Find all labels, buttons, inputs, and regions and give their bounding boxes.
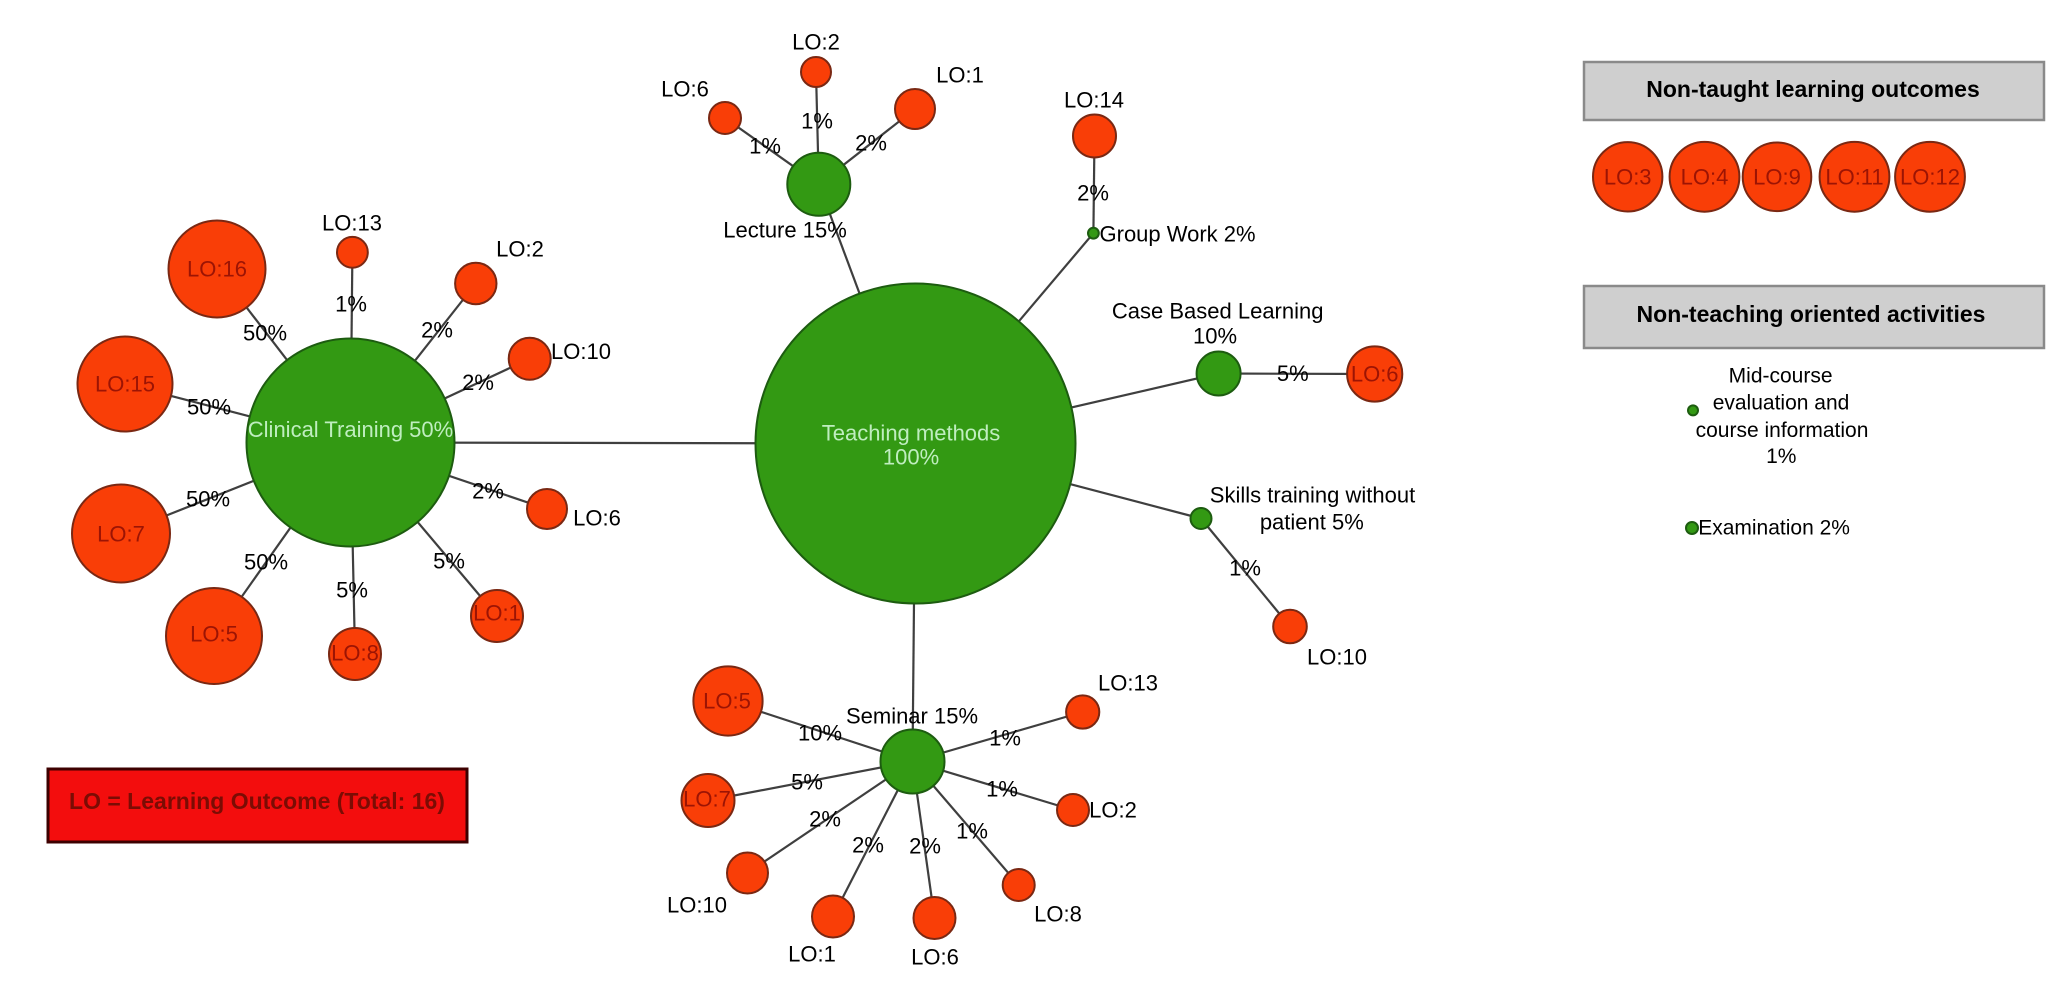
svg-text:Non-taught learning outcomes: Non-taught learning outcomes (1646, 76, 1980, 102)
svg-text:1%: 1% (749, 134, 781, 159)
svg-text:LO:6: LO:6 (573, 506, 621, 531)
svg-text:50%: 50% (243, 321, 287, 346)
svg-text:2%: 2% (852, 833, 884, 858)
svg-text:LO:16: LO:16 (187, 257, 247, 282)
svg-text:LO:4: LO:4 (1681, 164, 1729, 189)
svg-text:10%: 10% (1193, 324, 1237, 349)
svg-text:LO:2: LO:2 (1089, 798, 1137, 823)
svg-text:LO:10: LO:10 (667, 893, 727, 918)
svg-text:Non-teaching oriented activiti: Non-teaching oriented activities (1637, 301, 1986, 327)
svg-text:LO:1: LO:1 (788, 942, 836, 967)
svg-text:50%: 50% (187, 395, 231, 420)
svg-text:LO:5: LO:5 (190, 622, 238, 647)
svg-text:Examination 2%: Examination 2% (1698, 517, 1850, 540)
svg-text:LO:15: LO:15 (95, 372, 155, 397)
svg-text:LO:14: LO:14 (1064, 88, 1124, 113)
svg-text:Case Based Learning: Case Based Learning (1112, 299, 1324, 324)
svg-text:LO:1: LO:1 (936, 63, 984, 88)
svg-text:2%: 2% (855, 131, 887, 156)
svg-text:Teaching methods: Teaching methods (822, 421, 1001, 446)
svg-text:LO:2: LO:2 (792, 30, 840, 55)
svg-text:Group Work 2%: Group Work 2% (1100, 221, 1256, 246)
svg-text:LO:13: LO:13 (322, 211, 382, 236)
svg-text:LO:3: LO:3 (1604, 164, 1652, 189)
svg-text:LO:13: LO:13 (1098, 671, 1158, 696)
svg-text:LO:6: LO:6 (1351, 362, 1399, 387)
svg-text:LO:2: LO:2 (496, 237, 544, 262)
svg-text:LO:12: LO:12 (1900, 164, 1960, 189)
svg-text:2%: 2% (472, 479, 504, 504)
svg-text:5%: 5% (791, 770, 823, 795)
svg-text:50%: 50% (186, 487, 230, 512)
svg-text:evaluation and: evaluation and (1713, 392, 1850, 415)
svg-text:2%: 2% (421, 318, 453, 343)
svg-text:1%: 1% (801, 109, 833, 134)
svg-text:LO:8: LO:8 (331, 641, 379, 666)
svg-text:LO:8: LO:8 (1034, 902, 1082, 927)
svg-text:2%: 2% (809, 807, 841, 832)
svg-text:LO:1: LO:1 (473, 601, 521, 626)
svg-text:Clinical Training 50%: Clinical Training 50% (248, 417, 453, 442)
svg-text:LO:9: LO:9 (1753, 164, 1801, 189)
svg-text:2%: 2% (909, 834, 941, 859)
svg-text:LO:6: LO:6 (911, 945, 959, 970)
svg-text:2%: 2% (462, 370, 494, 395)
svg-text:patient 5%: patient 5% (1260, 510, 1364, 535)
svg-text:1%: 1% (335, 292, 367, 317)
svg-text:LO:10: LO:10 (551, 339, 611, 364)
svg-text:LO:6: LO:6 (661, 77, 709, 102)
svg-text:1%: 1% (986, 777, 1018, 802)
svg-text:Lecture 15%: Lecture 15% (723, 218, 847, 243)
svg-text:1%: 1% (1229, 556, 1261, 581)
svg-text:course information: course information (1696, 419, 1869, 442)
svg-text:5%: 5% (1277, 361, 1309, 386)
svg-text:5%: 5% (336, 578, 368, 603)
svg-text:Mid-course: Mid-course (1729, 365, 1833, 388)
svg-text:1%: 1% (989, 726, 1021, 751)
svg-text:LO = Learning Outcome (Total:: LO = Learning Outcome (Total: 16) (69, 788, 445, 814)
svg-text:Seminar 15%: Seminar 15% (846, 704, 978, 729)
svg-text:100%: 100% (883, 445, 939, 470)
svg-text:10%: 10% (798, 721, 842, 746)
svg-text:Skills training without: Skills training without (1210, 483, 1415, 508)
svg-text:LO:5: LO:5 (703, 689, 751, 714)
svg-text:1%: 1% (956, 819, 988, 844)
svg-text:LO:7: LO:7 (97, 522, 145, 547)
svg-text:2%: 2% (1077, 181, 1109, 206)
svg-text:1%: 1% (1766, 445, 1796, 468)
svg-text:LO:11: LO:11 (1825, 164, 1883, 189)
svg-text:50%: 50% (244, 550, 288, 575)
svg-text:5%: 5% (433, 549, 465, 574)
svg-text:LO:10: LO:10 (1307, 645, 1367, 670)
svg-text:LO:7: LO:7 (683, 787, 731, 812)
